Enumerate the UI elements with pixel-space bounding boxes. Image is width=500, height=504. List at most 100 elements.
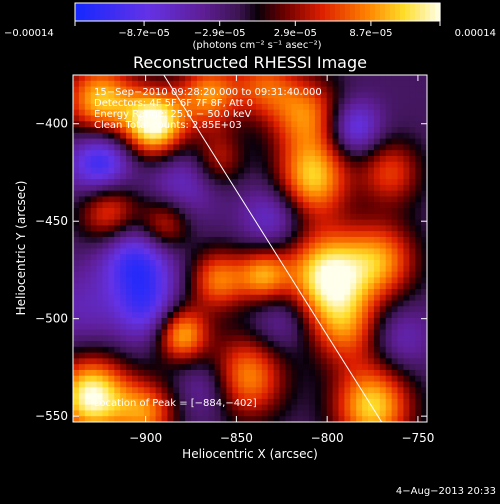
heatmap-cell <box>356 103 363 111</box>
heatmap-cell <box>214 219 221 226</box>
heatmap-cell <box>255 294 263 302</box>
heatmap-cell <box>415 219 422 226</box>
heatmap-cell <box>179 231 186 238</box>
heatmap-cell <box>226 167 233 174</box>
heatmap-cell <box>244 300 251 307</box>
heatmap-cell <box>161 109 168 116</box>
heatmap-cell <box>120 138 127 145</box>
heatmap-cell <box>185 184 192 192</box>
heatmap-cell <box>179 375 186 383</box>
heatmap-cell <box>191 98 198 105</box>
heatmap-cell <box>244 283 251 290</box>
heatmap-cell <box>403 121 410 128</box>
heatmap-cell <box>202 306 210 313</box>
heatmap-cell <box>421 393 427 400</box>
heatmap-cell <box>214 115 221 122</box>
heatmap-cell <box>214 375 221 383</box>
heatmap-cell <box>250 138 257 145</box>
heatmap-cell <box>273 103 280 111</box>
heatmap-cell <box>291 312 298 319</box>
heatmap-cell <box>385 294 393 302</box>
heatmap-cell <box>84 265 92 273</box>
heatmap-cell <box>143 202 151 209</box>
heatmap-cell <box>179 138 186 145</box>
heatmap-cell <box>285 150 292 157</box>
heatmap-cell <box>208 283 216 290</box>
heatmap-cell <box>421 404 427 411</box>
heatmap-cell <box>185 381 192 388</box>
heatmap-cell <box>196 317 204 325</box>
heatmap-cell <box>409 381 416 388</box>
heatmap-cell <box>96 155 103 163</box>
heatmap-cell <box>356 283 363 290</box>
heatmap-cell <box>191 312 198 319</box>
heatmap-cell <box>202 86 210 93</box>
heatmap-cell <box>214 144 221 151</box>
heatmap-cell <box>409 294 416 302</box>
heatmap-cell <box>255 75 263 82</box>
heatmap-cell <box>167 294 174 302</box>
heatmap-cell <box>149 288 157 296</box>
heatmap-cell <box>244 75 251 82</box>
heatmap-cell <box>279 387 286 394</box>
heatmap-cell <box>102 150 109 157</box>
heatmap-cell <box>279 80 286 88</box>
heatmap-cell <box>332 75 339 82</box>
heatmap-cell <box>155 294 162 302</box>
heatmap-cell <box>285 393 292 400</box>
peak-location-label: Location of Peak = [−884,−402] <box>94 398 257 409</box>
heatmap-cell <box>373 369 381 377</box>
heatmap-cell <box>120 231 127 238</box>
heatmap-cell <box>291 329 298 336</box>
heatmap-cell <box>73 404 80 411</box>
heatmap-cell <box>120 294 127 302</box>
heatmap-cell <box>332 381 339 388</box>
heatmap-cell <box>84 75 92 82</box>
heatmap-cell <box>379 358 387 365</box>
heatmap-cell <box>297 121 304 128</box>
heatmap-cell <box>73 213 80 221</box>
heatmap-cell <box>379 254 387 261</box>
heatmap-cell <box>309 161 316 169</box>
heatmap-cell <box>326 173 334 180</box>
heatmap-cell <box>73 329 80 336</box>
heatmap-cell <box>90 283 98 290</box>
heatmap-cell <box>90 231 98 238</box>
heatmap-cell <box>279 213 286 221</box>
heatmap-cell <box>102 173 109 180</box>
heatmap-cell <box>291 219 298 226</box>
heatmap-cell <box>409 132 416 140</box>
heatmap-cell <box>332 190 339 197</box>
heatmap-cell <box>326 329 334 336</box>
heatmap-cell <box>309 98 316 105</box>
heatmap-cell <box>314 404 322 411</box>
heatmap-cell <box>297 254 304 261</box>
heatmap-cell <box>120 341 127 348</box>
heatmap-cell <box>267 155 275 163</box>
heatmap-cell <box>214 155 221 163</box>
heatmap-cell <box>126 173 133 180</box>
heatmap-cell <box>208 352 216 359</box>
heatmap-cell <box>397 306 404 313</box>
heatmap-cell <box>214 329 221 336</box>
heatmap-cell <box>173 300 180 307</box>
heatmap-cell <box>291 381 298 388</box>
heatmap-cell <box>291 103 298 111</box>
heatmap-cell <box>226 341 233 348</box>
heatmap-cell <box>273 167 280 174</box>
heatmap-cell <box>114 179 121 186</box>
heatmap-cell <box>391 167 398 174</box>
heatmap-cell <box>196 329 204 336</box>
heatmap-cell <box>338 219 345 226</box>
heatmap-cell <box>338 236 345 244</box>
heatmap-cell <box>326 196 334 203</box>
heatmap-cell <box>362 138 369 145</box>
heatmap-cell <box>114 150 121 157</box>
heatmap-cell <box>297 265 304 273</box>
heatmap-cell <box>149 341 157 348</box>
heatmap-cell <box>161 115 168 122</box>
heatmap-cell <box>250 393 257 400</box>
heatmap-cell <box>250 196 257 203</box>
heatmap-cell <box>167 410 174 417</box>
heatmap-cell <box>108 202 115 209</box>
